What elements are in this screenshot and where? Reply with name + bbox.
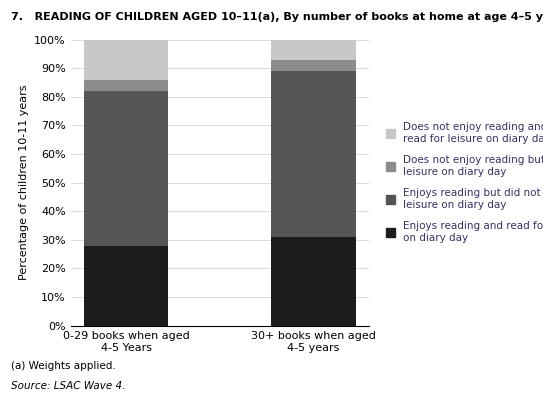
Legend: Does not enjoy reading and did not
read for leisure on diary day, Does not enjoy: Does not enjoy reading and did not read …	[387, 122, 543, 243]
Bar	[272, 237, 356, 326]
Bar	[84, 40, 168, 80]
Bar	[84, 91, 168, 245]
Text: Source: LSAC Wave 4.: Source: LSAC Wave 4.	[11, 381, 125, 391]
Bar	[272, 71, 356, 237]
Text: 7.   READING OF CHILDREN AGED 10–11(a), By number of books at home at age 4–5 ye: 7. READING OF CHILDREN AGED 10–11(a), By…	[11, 12, 543, 22]
Bar	[272, 40, 356, 60]
Bar	[84, 245, 168, 326]
Bar	[84, 80, 168, 91]
Text: (a) Weights applied.: (a) Weights applied.	[11, 361, 116, 371]
Bar	[272, 60, 356, 71]
Y-axis label: Percentage of children 10-11 years: Percentage of children 10-11 years	[18, 85, 29, 280]
